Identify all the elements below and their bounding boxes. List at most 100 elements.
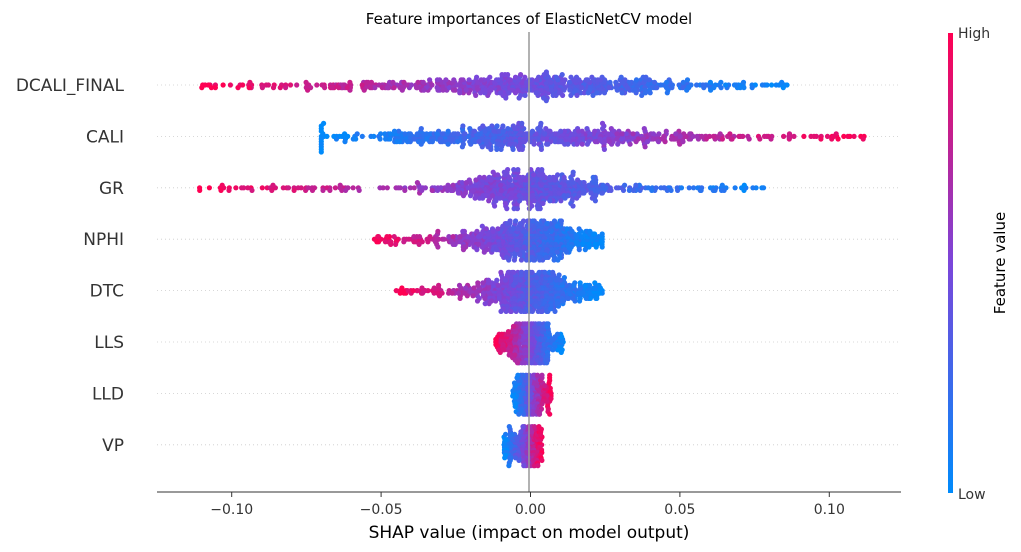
shap-point bbox=[619, 136, 625, 142]
shap-point bbox=[509, 190, 515, 196]
shap-point bbox=[518, 308, 524, 314]
shap-point bbox=[454, 82, 460, 88]
shap-point bbox=[435, 187, 441, 193]
shap-point bbox=[418, 126, 424, 132]
shap-point bbox=[590, 174, 596, 180]
shap-point bbox=[498, 182, 504, 188]
shap-point bbox=[547, 198, 553, 204]
shap-point bbox=[703, 136, 709, 142]
shap-point bbox=[492, 203, 498, 209]
x-axis-label: SHAP value (impact on model output) bbox=[369, 523, 690, 543]
shap-point bbox=[500, 123, 506, 129]
shap-point bbox=[482, 128, 488, 134]
shap-point bbox=[599, 244, 605, 250]
shap-point bbox=[740, 79, 747, 85]
shap-point bbox=[624, 85, 630, 91]
shap-point bbox=[283, 85, 289, 91]
shap-point bbox=[414, 180, 420, 186]
shap-point bbox=[387, 131, 393, 137]
shap-point bbox=[576, 247, 582, 253]
shap-point bbox=[391, 234, 397, 240]
shap-point bbox=[558, 128, 564, 134]
shap-point bbox=[719, 182, 725, 188]
shap-point bbox=[329, 85, 335, 91]
shap-point bbox=[506, 174, 512, 180]
shap-point bbox=[599, 190, 606, 196]
shap-point bbox=[553, 92, 559, 98]
shap-point bbox=[410, 288, 416, 294]
shap-point bbox=[618, 74, 624, 80]
shap-point bbox=[544, 308, 550, 314]
shap-point bbox=[579, 85, 585, 91]
shap-point bbox=[431, 285, 437, 291]
shap-point bbox=[542, 383, 548, 389]
shap-point bbox=[515, 372, 521, 378]
shap-point bbox=[247, 79, 253, 85]
shap-point bbox=[499, 331, 505, 337]
shap-point bbox=[427, 77, 433, 83]
shap-point bbox=[643, 74, 649, 80]
shap-point bbox=[520, 174, 526, 180]
shap-point bbox=[596, 282, 602, 288]
shap-point bbox=[523, 257, 530, 263]
shap-point bbox=[512, 306, 518, 312]
shap-point bbox=[548, 87, 555, 93]
shap-point bbox=[515, 226, 521, 232]
shap-point bbox=[455, 190, 461, 196]
shap-point bbox=[497, 195, 503, 201]
shap-point bbox=[507, 141, 513, 147]
shap-point bbox=[287, 82, 294, 88]
shap-point bbox=[521, 463, 527, 469]
shap-point bbox=[534, 275, 540, 281]
shap-point bbox=[495, 282, 501, 288]
shap-point bbox=[482, 301, 488, 307]
shap-point bbox=[470, 293, 476, 299]
shap-point bbox=[542, 269, 548, 275]
shap-point bbox=[480, 280, 486, 286]
shap-point bbox=[241, 185, 247, 191]
shap-point bbox=[664, 90, 670, 96]
shap-point bbox=[530, 218, 536, 224]
shap-point bbox=[294, 82, 300, 88]
shap-point bbox=[769, 82, 775, 88]
shap-point bbox=[601, 90, 608, 96]
shap-point bbox=[765, 133, 772, 139]
shap-point bbox=[368, 79, 374, 85]
shap-point bbox=[615, 141, 621, 147]
shap-point bbox=[538, 120, 544, 126]
shap-point bbox=[538, 146, 545, 152]
shap-point bbox=[570, 203, 576, 209]
shap-point bbox=[781, 133, 787, 139]
shap-point bbox=[488, 87, 494, 93]
shap-point bbox=[613, 79, 619, 85]
shap-point bbox=[356, 187, 362, 193]
shap-point bbox=[592, 128, 598, 134]
shap-point bbox=[529, 360, 535, 366]
shap-point bbox=[570, 282, 576, 288]
shap-point bbox=[511, 269, 517, 275]
shap-point bbox=[513, 218, 519, 224]
shap-point bbox=[585, 90, 591, 96]
shap-point bbox=[434, 77, 440, 83]
shap-point bbox=[510, 393, 516, 399]
shap-point bbox=[240, 82, 246, 88]
shap-point bbox=[347, 79, 353, 85]
shap-point bbox=[668, 136, 675, 142]
shap-point bbox=[542, 131, 548, 137]
shap-point bbox=[644, 139, 651, 145]
shap-point bbox=[719, 187, 725, 193]
feature-label: VP bbox=[102, 436, 124, 456]
shap-point bbox=[321, 120, 327, 126]
shap-point bbox=[552, 139, 558, 145]
shap-point bbox=[259, 185, 265, 191]
shap-point bbox=[581, 180, 587, 186]
shap-point bbox=[285, 185, 292, 191]
shap-point bbox=[497, 90, 503, 96]
shap-point bbox=[493, 198, 499, 204]
shap-point bbox=[425, 239, 431, 245]
shap-point bbox=[455, 131, 461, 137]
shap-point bbox=[518, 429, 524, 435]
shap-point bbox=[322, 85, 328, 91]
shap-point bbox=[550, 347, 556, 353]
shap-point bbox=[460, 193, 467, 199]
